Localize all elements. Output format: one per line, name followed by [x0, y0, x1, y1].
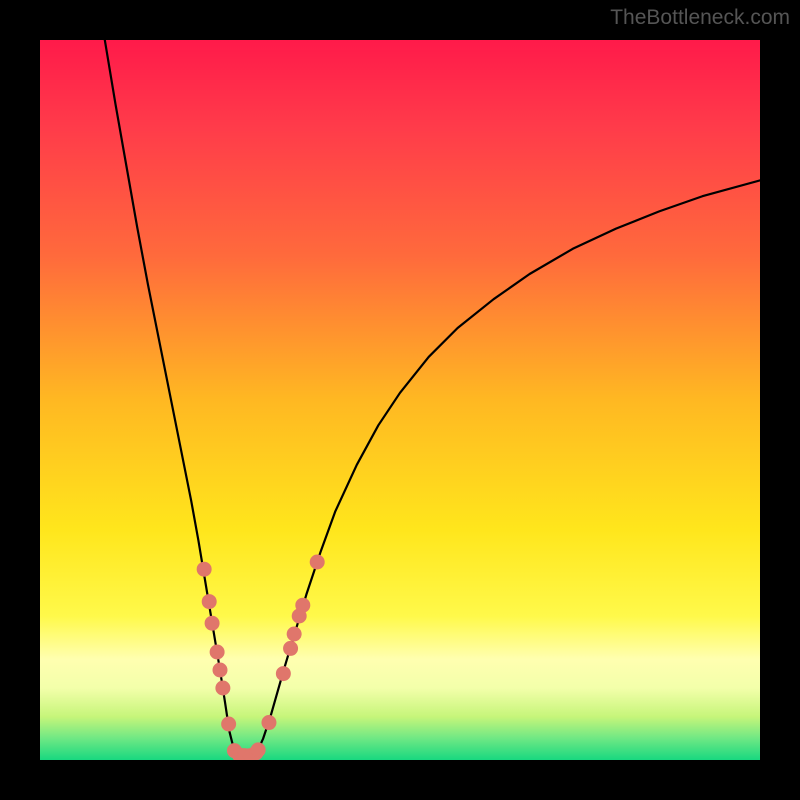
- chart-container: TheBottleneck.com: [0, 0, 800, 800]
- data-marker: [202, 595, 216, 609]
- watermark-text: TheBottleneck.com: [610, 6, 790, 30]
- data-marker: [222, 717, 236, 731]
- data-marker: [276, 667, 290, 681]
- chart-svg: [40, 40, 760, 760]
- data-marker: [251, 743, 265, 757]
- data-marker: [205, 616, 219, 630]
- data-marker: [310, 555, 324, 569]
- data-marker: [213, 663, 227, 677]
- data-marker: [210, 645, 224, 659]
- data-marker: [216, 681, 230, 695]
- data-marker: [296, 598, 310, 612]
- data-marker: [262, 716, 276, 730]
- plot-area: [40, 40, 760, 760]
- data-marker: [287, 627, 301, 641]
- data-marker: [197, 562, 211, 576]
- data-marker: [284, 641, 298, 655]
- chart-background: [40, 40, 760, 760]
